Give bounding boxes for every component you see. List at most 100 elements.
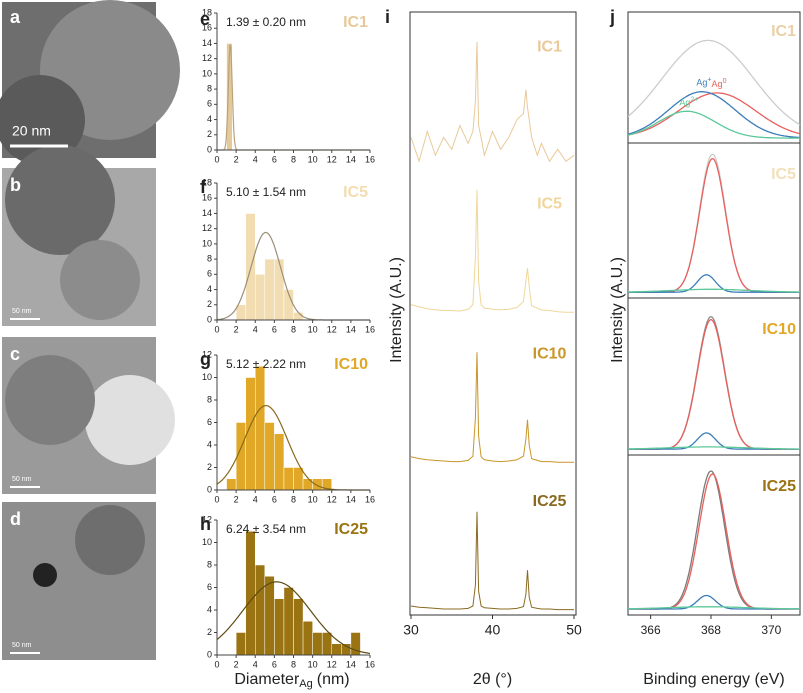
fit-curve	[217, 44, 370, 151]
particle-region	[60, 240, 140, 320]
bar	[255, 274, 266, 321]
xps-component	[627, 39, 801, 126]
y-tick-label: 16	[202, 193, 212, 203]
xrd-line	[410, 511, 574, 611]
y-tick-label: 4	[207, 284, 212, 294]
y-tick-label: 0	[207, 649, 212, 659]
panel-label: g	[200, 349, 211, 369]
xps-component	[628, 606, 800, 610]
x-tick-label: 10	[308, 659, 318, 669]
y-tick-label: 2	[207, 462, 212, 472]
y-tick-label: 10	[202, 68, 212, 78]
bar	[274, 598, 285, 656]
y-tick-label: 6	[207, 269, 212, 279]
xps-component	[627, 92, 801, 136]
bar	[255, 366, 266, 491]
y-tick-label: 14	[202, 38, 212, 48]
particle-region	[75, 505, 145, 575]
y-tick-label: 2	[207, 299, 212, 309]
xps-component	[627, 110, 800, 139]
component-label: Ag2+	[679, 96, 698, 108]
x-tick-label: 30	[403, 622, 419, 638]
panel-label: e	[200, 9, 210, 29]
y-tick-label: 8	[207, 559, 212, 569]
y-tick-label: 4	[207, 114, 212, 124]
y-tick-label: 16	[202, 23, 212, 33]
x-tick-label: 12	[327, 659, 337, 669]
y-tick-label: 4	[207, 439, 212, 449]
annotation: 5.12 ± 2.22 nm	[226, 357, 306, 371]
bar	[245, 213, 256, 321]
xrd-line	[410, 352, 574, 463]
y-tick-label: 6	[207, 417, 212, 427]
sample-label: IC10	[334, 356, 368, 373]
panel-label: a	[10, 7, 21, 27]
y-tick-label: 0	[207, 484, 212, 494]
x-tick-label: 4	[253, 659, 258, 669]
sample-label: IC5	[771, 166, 796, 183]
fit-curve	[216, 581, 371, 654]
x-tick-label: 6	[272, 324, 277, 334]
x-tick-label: 14	[346, 154, 356, 164]
x-tick-label: 4	[253, 324, 258, 334]
x-tick-label: 40	[485, 622, 501, 638]
component-charge: 0	[723, 78, 727, 85]
scale-label: 50 nm	[12, 642, 32, 649]
panel-label: d	[10, 509, 21, 529]
y-tick-label: 6	[207, 99, 212, 109]
x-axis-label: 2θ (°)	[473, 671, 512, 688]
series-label: IC5	[537, 196, 562, 213]
bar	[283, 467, 294, 491]
annotation: 6.24 ± 3.54 nm	[226, 522, 306, 536]
x-tick-label: 10	[308, 494, 318, 504]
bar	[293, 467, 304, 491]
series-label: IC25	[533, 493, 567, 510]
bar	[321, 632, 332, 656]
bar	[264, 258, 275, 321]
component-name: Ag	[712, 79, 723, 89]
x-tick-label: 370	[761, 623, 781, 637]
scale-label: 50 nm	[12, 476, 32, 483]
x-tick-label: 4	[253, 154, 258, 164]
x-axis-label-sub: Ag	[299, 678, 312, 690]
y-tick-label: 2	[207, 129, 212, 139]
component-label: Ag+	[696, 77, 711, 89]
x-tick-label: 0	[214, 494, 219, 504]
x-axis-label-main: Diameter	[234, 671, 300, 688]
component-charge: 2+	[690, 96, 698, 103]
bar	[302, 478, 313, 491]
tem-images: 20 nm 50 nm 50 nm 50 nm	[0, 0, 180, 660]
particle-region	[0, 75, 85, 165]
xps-component	[628, 274, 800, 293]
y-tick-label: 12	[202, 53, 212, 63]
bar	[274, 258, 285, 321]
particle-region	[85, 375, 175, 465]
panel-label: i	[385, 7, 390, 27]
y-axis-label: Intensity (A.U.)	[388, 257, 405, 363]
x-tick-label: 0	[214, 324, 219, 334]
component-name: Ag	[696, 78, 707, 88]
y-tick-label: 4	[207, 604, 212, 614]
y-tick-label: 12	[202, 349, 212, 359]
x-tick-label: 8	[291, 659, 296, 669]
y-tick-label: 14	[202, 208, 212, 218]
bar	[235, 632, 246, 656]
y-tick-label: 0	[207, 144, 212, 154]
particle-region	[5, 355, 95, 445]
x-tick-label: 0	[214, 659, 219, 669]
plot-frame	[409, 11, 577, 616]
panel-label: b	[10, 175, 21, 195]
x-tick-label: 368	[701, 623, 721, 637]
annotation: 1.39 ± 0.20 nm	[226, 15, 306, 29]
y-tick-label: 2	[207, 627, 212, 637]
bar	[255, 564, 266, 656]
particle	[33, 563, 57, 587]
x-tick-label: 16	[365, 154, 375, 164]
bar	[264, 576, 275, 656]
x-tick-label: 8	[291, 324, 296, 334]
x-tick-label: 14	[346, 659, 356, 669]
y-tick-label: 10	[202, 238, 212, 248]
y-tick-label: 10	[202, 372, 212, 382]
